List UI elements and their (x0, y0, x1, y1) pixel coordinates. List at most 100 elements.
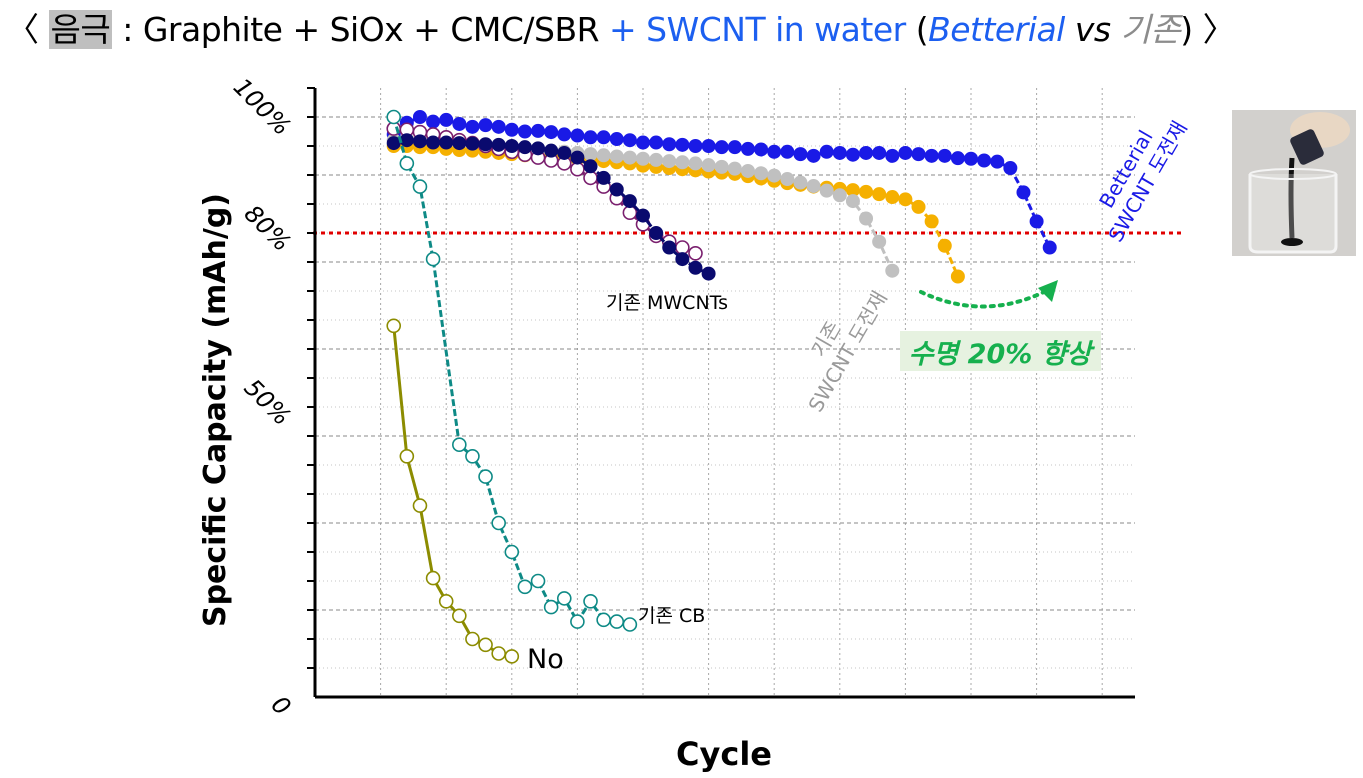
series-label-cb: 기존 CB (638, 605, 705, 627)
data-point-no (438, 593, 454, 609)
data-point-betterial (885, 148, 900, 163)
data-point-mwcnt_navy (491, 137, 506, 152)
data-point-existing_swcnt_gray (649, 152, 664, 167)
data-point-cb (465, 448, 480, 464)
data-point-mwcnt_navy (570, 150, 585, 165)
series-label-mwcnt: 기존 MWCNTs (606, 292, 728, 314)
data-point-no (491, 646, 506, 661)
data-point-betterial (806, 148, 821, 163)
data-point-betterial (793, 147, 808, 162)
dispersion-pool (1281, 238, 1303, 246)
data-point-betterial (1029, 214, 1044, 229)
title-brand: Betterial (928, 10, 1065, 49)
pouring-stream (1288, 157, 1295, 239)
data-point-existing_swcnt_gray (688, 156, 703, 171)
data-point-betterial (491, 119, 506, 134)
data-point-mwcnt_navy (504, 139, 519, 153)
data-point-betterial (754, 142, 769, 157)
data-point-betterial (517, 124, 532, 139)
data-point-mwcnt_navy (609, 182, 624, 197)
grid (315, 88, 1135, 697)
improvement-arrowhead-icon (1038, 280, 1058, 302)
data-point-mwcnt_navy (465, 136, 480, 151)
data-point-betterial (872, 145, 887, 160)
data-point-mwcnt_navy (531, 141, 546, 156)
series-group (386, 109, 1057, 664)
data-point-mwcnt_navy (439, 135, 454, 150)
data-point-betterial (714, 140, 729, 155)
data-point-existing_swcnt_gray (740, 163, 755, 178)
data-point-mwcnt_open (688, 246, 703, 261)
data-point-betterial (780, 144, 795, 159)
data-point-existing_swcnt_gray (583, 147, 598, 162)
data-point-betterial (570, 128, 585, 143)
data-point-mwcnt_navy (399, 133, 414, 148)
data-point-betterial (557, 127, 572, 142)
data-point-mwcnt_navy (426, 135, 441, 150)
title-paren-open: ( (905, 10, 929, 49)
data-point-mwcnt_navy (688, 260, 703, 275)
data-point-betterial (727, 140, 742, 155)
data-point-existing_swcnt_gray (832, 188, 847, 203)
data-point-existing_swcnt_gray (609, 149, 624, 164)
series-label-betterial: Betterial SWCNT 도전재 (1094, 117, 1192, 246)
data-point-existing_swcnt_gray (754, 166, 769, 181)
data-point-mwcnt_navy (478, 137, 493, 152)
data-point-cb (622, 617, 638, 632)
series-line-cb (392, 116, 631, 626)
data-point-existing_swcnt_gray (636, 151, 650, 166)
data-point-existing_swcnt_orange (898, 192, 913, 207)
data-point-existing_swcnt_gray (859, 211, 874, 226)
y-tick-label: 100% (228, 73, 296, 141)
data-point-cb (570, 614, 585, 629)
data-point-existing_swcnt_orange (885, 190, 900, 205)
series-no (386, 318, 520, 664)
data-point-betterial (740, 141, 755, 156)
swcnt-dispersion-photo (1232, 110, 1356, 256)
data-point-existing_swcnt_gray (622, 150, 637, 165)
data-point-existing_swcnt_gray (872, 234, 887, 249)
data-point-existing_swcnt_gray (675, 155, 690, 170)
data-point-betterial (439, 112, 454, 127)
data-point-betterial (964, 151, 978, 166)
data-point-mwcnt_open (570, 161, 585, 177)
title-text: : Graphite + SiOx + CMC/SBR (112, 10, 610, 49)
data-point-no (399, 448, 415, 464)
series-label-existing-swcnt: 기존 SWCNT 도전재 (803, 287, 891, 416)
title-open: 〈 (6, 10, 49, 49)
data-point-mwcnt_navy (662, 240, 677, 255)
data-point-existing_swcnt_orange (924, 214, 939, 229)
data-point-existing_swcnt_gray (793, 175, 808, 190)
title-close: ) 〉 (1180, 10, 1236, 49)
data-point-betterial (701, 139, 716, 153)
x-axis-title: Cycle (676, 735, 772, 773)
data-point-betterial (583, 130, 598, 145)
data-point-betterial (1042, 240, 1057, 255)
data-point-betterial (504, 122, 519, 137)
data-point-betterial (911, 147, 926, 162)
title-vs: vs (1064, 10, 1121, 49)
data-point-betterial (465, 119, 480, 134)
data-point-betterial (662, 137, 677, 152)
data-point-mwcnt_navy (557, 145, 572, 160)
data-point-cb (556, 591, 572, 606)
data-point-existing_swcnt_orange (937, 238, 952, 253)
data-point-betterial (426, 114, 441, 129)
data-point-existing_swcnt_gray (701, 158, 716, 173)
data-point-cb (452, 437, 467, 453)
data-point-betterial (412, 110, 427, 124)
data-point-cb (543, 599, 559, 615)
data-point-betterial (859, 145, 874, 160)
data-point-existing_swcnt_gray (845, 194, 860, 209)
data-point-mwcnt_navy (583, 159, 598, 174)
title-existing: 기존 (1120, 10, 1181, 49)
data-point-mwcnt_open (675, 240, 690, 255)
pouring-bottle (1290, 129, 1324, 165)
data-point-existing_swcnt_orange (859, 184, 874, 199)
data-point-betterial (622, 133, 637, 148)
data-point-existing_swcnt_gray (819, 183, 834, 198)
series-label-no: No (527, 644, 564, 675)
data-point-existing_swcnt_gray (596, 148, 611, 163)
data-point-betterial (649, 135, 664, 150)
